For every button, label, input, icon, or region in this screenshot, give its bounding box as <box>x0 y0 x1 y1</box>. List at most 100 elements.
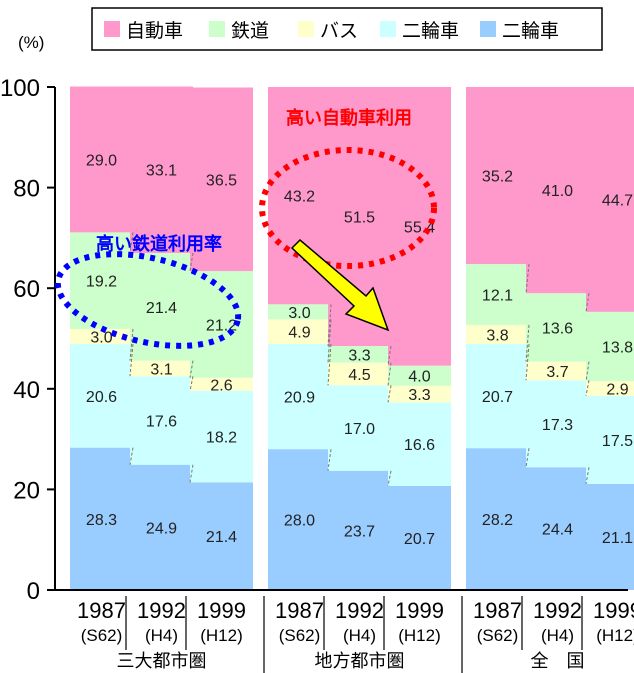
connector-line <box>525 343 530 381</box>
data-label: 3.3 <box>408 387 430 404</box>
data-label: 4.5 <box>348 367 370 384</box>
connector-line <box>525 448 530 468</box>
x-axis-labels: 1987 (S62) 1992 (H4) 1999 (H12) 1987 (S62) 1992 (… <box>77 596 634 673</box>
data-label: 16.6 <box>404 437 435 454</box>
data-label: 12.1 <box>482 287 513 304</box>
legend-label: 二輪車 <box>402 20 459 42</box>
data-label: 13.6 <box>542 320 573 337</box>
y-tick-label: 60 <box>13 276 40 303</box>
group-label: 全 国 <box>531 651 585 672</box>
bar-segment <box>328 346 391 363</box>
x-year-label: 1999 <box>197 598 246 623</box>
bar-segment <box>70 86 133 233</box>
bar-segment <box>526 361 589 381</box>
bar-segment <box>466 448 529 590</box>
data-label: 17.0 <box>344 421 375 438</box>
data-label: 13.8 <box>602 340 633 357</box>
bar-segment <box>526 293 589 362</box>
bar-segment <box>328 470 391 590</box>
x-era-label: (H4) <box>343 626 376 645</box>
connector-line <box>129 232 134 254</box>
data-label: 24.4 <box>542 522 573 539</box>
data-label: 4.0 <box>408 369 430 386</box>
data-label: 2.9 <box>606 382 628 399</box>
data-label: 4.9 <box>288 325 310 342</box>
data-label: 20.9 <box>284 390 315 407</box>
connector-line <box>387 362 392 386</box>
data-label: 3.3 <box>348 347 370 364</box>
legend-label: バス <box>320 20 358 42</box>
bar-segment <box>586 87 634 312</box>
connector-line <box>327 449 332 471</box>
connector-line <box>327 319 332 363</box>
data-label: 41.0 <box>542 183 573 200</box>
legend-swatch <box>104 21 120 37</box>
data-label: 18.2 <box>206 430 237 447</box>
x-era-label: (H12) <box>596 626 634 645</box>
legend-label: 鉄道 <box>231 20 269 42</box>
connector-line <box>585 380 590 396</box>
x-year-label: 1999 <box>593 598 634 623</box>
bar-segment <box>130 86 193 253</box>
x-year-label: 1992 <box>137 598 186 623</box>
data-label: 19.2 <box>86 274 117 291</box>
bar-segment <box>466 344 529 449</box>
data-label: 23.7 <box>344 523 375 540</box>
bar-segment <box>190 390 253 483</box>
bar-segment <box>388 365 451 386</box>
annotation-high-rail-use: 高い鉄道利用率 <box>96 233 222 255</box>
connector-line <box>387 385 392 403</box>
connector-line <box>585 361 590 382</box>
y-tick-label: 100 <box>0 75 40 102</box>
data-label: 51.5 <box>344 210 375 227</box>
bar-segment <box>586 395 634 484</box>
group-label: 三大都市圏 <box>117 651 207 672</box>
group-label: 地方都市圏 <box>315 651 405 672</box>
bar-segment <box>70 447 133 590</box>
arrow-icon <box>290 238 390 332</box>
data-label: 28.2 <box>482 512 513 529</box>
x-era-label: (S62) <box>477 626 519 645</box>
connector-line <box>585 467 590 484</box>
x-year-label: 1992 <box>335 598 384 623</box>
legend-swatch <box>298 21 314 37</box>
bar-segment <box>328 362 391 386</box>
data-label: 21.1 <box>602 530 633 547</box>
bar-segment <box>268 449 331 590</box>
connector-line <box>129 328 134 361</box>
bar-segment <box>130 252 193 361</box>
data-label: 35.2 <box>482 169 513 186</box>
data-label: 21.4 <box>146 300 177 317</box>
bar-segment <box>526 380 589 468</box>
bar-segment <box>388 402 451 486</box>
bar-segment <box>268 304 331 320</box>
connector-line <box>189 376 194 391</box>
bar-segment <box>190 87 253 272</box>
y-axis-ticks: 0 20 40 60 80 100 <box>0 75 55 605</box>
bar-segment <box>70 232 133 329</box>
data-label: 28.0 <box>284 513 315 530</box>
data-label: 43.2 <box>284 189 315 206</box>
bar-segment <box>466 87 529 265</box>
x-era-label: (H4) <box>541 626 574 645</box>
legend-swatch <box>209 21 225 37</box>
red-dotted-ellipse <box>259 147 437 269</box>
y-tick-label: 0 <box>27 578 40 605</box>
bar-segment <box>526 87 589 294</box>
data-label: 17.5 <box>602 433 633 450</box>
connector-line <box>387 470 392 486</box>
data-label: 29.0 <box>86 152 117 169</box>
bar-segment <box>268 319 331 345</box>
annotation-high-car-use: 高い自動車利用 <box>286 107 412 129</box>
data-label: 17.3 <box>542 417 573 434</box>
connector-line <box>525 324 530 362</box>
data-label: 20.7 <box>482 389 513 406</box>
y-tick-label: 80 <box>13 176 40 203</box>
bar-segment <box>388 485 451 590</box>
legend-label: 自動車 <box>126 20 183 42</box>
bar-segment <box>190 482 253 590</box>
y-tick-label: 20 <box>13 477 40 504</box>
x-era-label: (H12) <box>200 626 243 645</box>
bar-segment <box>388 385 451 403</box>
data-label: 20.6 <box>86 389 117 406</box>
